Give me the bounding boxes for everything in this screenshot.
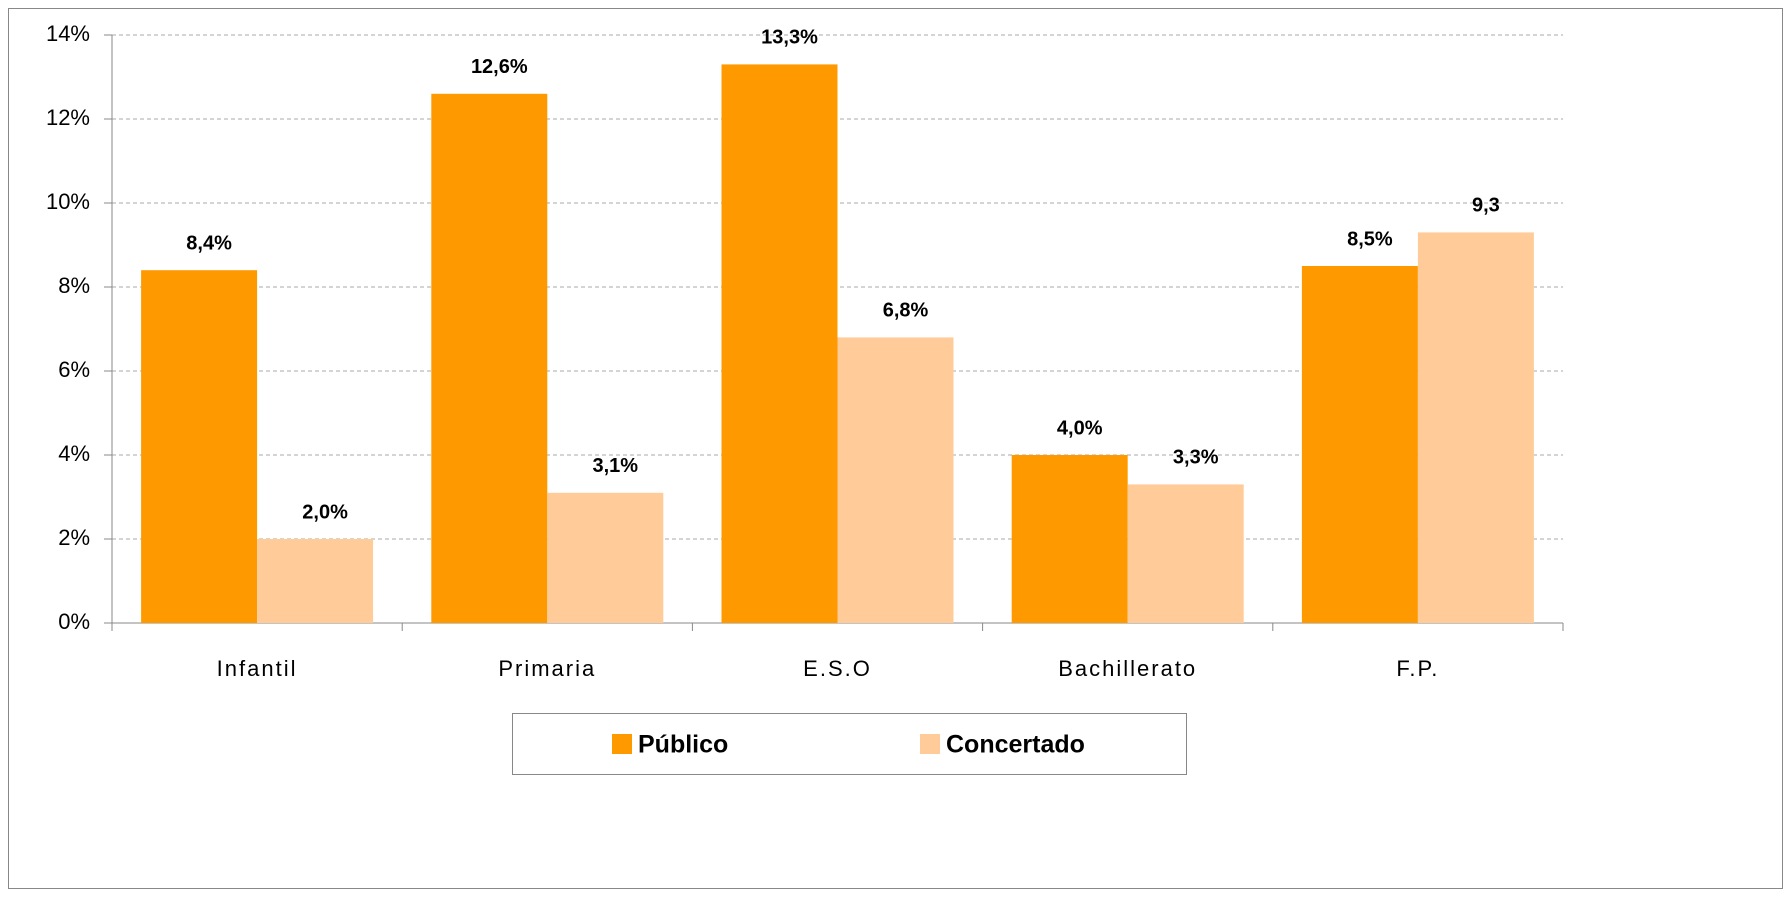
y-tick-label: 10% — [46, 189, 90, 214]
x-tick-label: Infantil — [217, 656, 298, 681]
bar — [837, 337, 954, 623]
bar — [257, 539, 374, 623]
value-label: 2,0% — [302, 501, 348, 523]
y-tick-label: 14% — [46, 21, 90, 46]
value-label: 12,6% — [471, 56, 528, 78]
bar — [431, 93, 548, 624]
y-tick-label: 2% — [58, 525, 90, 550]
x-tick-label: Bachillerato — [1058, 656, 1197, 681]
legend: Público Concertado — [512, 713, 1187, 775]
bar — [1127, 484, 1244, 623]
legend-swatch — [612, 734, 632, 754]
bar — [1301, 266, 1418, 623]
value-label: 9,3 — [1472, 195, 1500, 217]
bar — [1417, 232, 1534, 623]
value-label: 8,4% — [186, 232, 232, 254]
value-label: 6,8% — [883, 300, 929, 322]
bar — [547, 492, 664, 623]
x-tick-label: F.P. — [1396, 656, 1439, 681]
y-tick-label: 12% — [46, 105, 90, 130]
bar — [1011, 455, 1128, 623]
y-tick-label: 8% — [58, 273, 90, 298]
value-label: 3,1% — [593, 455, 639, 477]
y-tick-label: 0% — [58, 609, 90, 634]
legend-label: Público — [638, 731, 728, 759]
value-label: 3,3% — [1173, 447, 1219, 469]
x-tick-label: E.S.O — [803, 656, 872, 681]
bar — [141, 270, 258, 623]
y-tick-label: 6% — [58, 357, 90, 382]
legend-swatch — [920, 734, 940, 754]
bar — [721, 64, 838, 623]
y-tick-label: 4% — [58, 441, 90, 466]
value-label: 8,5% — [1347, 228, 1393, 250]
x-tick-label: Primaria — [498, 656, 596, 681]
legend-label: Concertado — [946, 731, 1085, 759]
value-label: 13,3% — [761, 27, 818, 49]
value-label: 4,0% — [1057, 417, 1103, 439]
